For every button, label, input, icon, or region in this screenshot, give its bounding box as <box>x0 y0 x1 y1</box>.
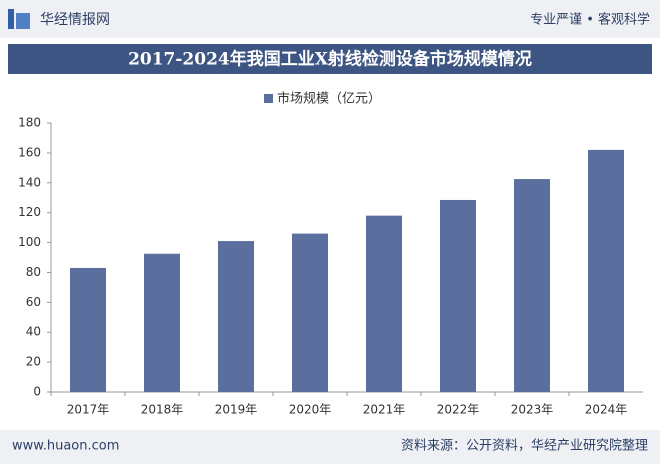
y-tick-label: 40 <box>26 325 41 339</box>
header-bar <box>0 0 660 38</box>
legend-label: 市场规模（亿元） <box>277 91 381 107</box>
slogan: 专业严谨 • 客观科学 <box>530 12 650 28</box>
y-tick-label: 20 <box>26 355 41 369</box>
source: 资料来源：公开资料，华经产业研究院整理 <box>401 439 648 454</box>
x-tick-label: 2021年 <box>363 403 406 417</box>
bar <box>292 233 328 392</box>
y-tick-label: 0 <box>33 385 41 399</box>
x-tick-label: 2022年 <box>437 403 480 417</box>
bar <box>218 241 254 392</box>
brand: 华经情报网 <box>40 12 110 28</box>
y-tick-label: 180 <box>18 116 41 130</box>
x-tick-label: 2020年 <box>289 403 332 417</box>
y-tick-label: 160 <box>18 145 41 159</box>
y-tick-label: 140 <box>18 175 41 189</box>
x-tick-label: 2019年 <box>215 403 258 417</box>
bar <box>144 253 180 392</box>
logo <box>8 9 14 29</box>
legend-swatch <box>264 94 273 103</box>
bar <box>440 199 476 392</box>
title-bar <box>8 44 652 74</box>
x-tick-label: 2024年 <box>585 403 628 417</box>
y-tick-label: 120 <box>18 205 41 219</box>
bar <box>514 179 550 392</box>
bar <box>588 149 624 392</box>
logo <box>16 13 30 29</box>
y-tick-label: 60 <box>26 295 41 309</box>
footer-bar <box>0 430 660 464</box>
bar <box>366 215 402 392</box>
y-tick-label: 100 <box>18 235 41 249</box>
site: www.huaon.com <box>12 439 119 454</box>
bar <box>70 267 106 392</box>
y-tick-label: 80 <box>26 265 41 279</box>
x-tick-label: 2018年 <box>141 403 184 417</box>
chart-title: 2017-2024年我国工业X射线检测设备市场规模情况 <box>128 49 532 70</box>
x-tick-label: 2023年 <box>511 403 554 417</box>
x-tick-label: 2017年 <box>67 403 110 417</box>
